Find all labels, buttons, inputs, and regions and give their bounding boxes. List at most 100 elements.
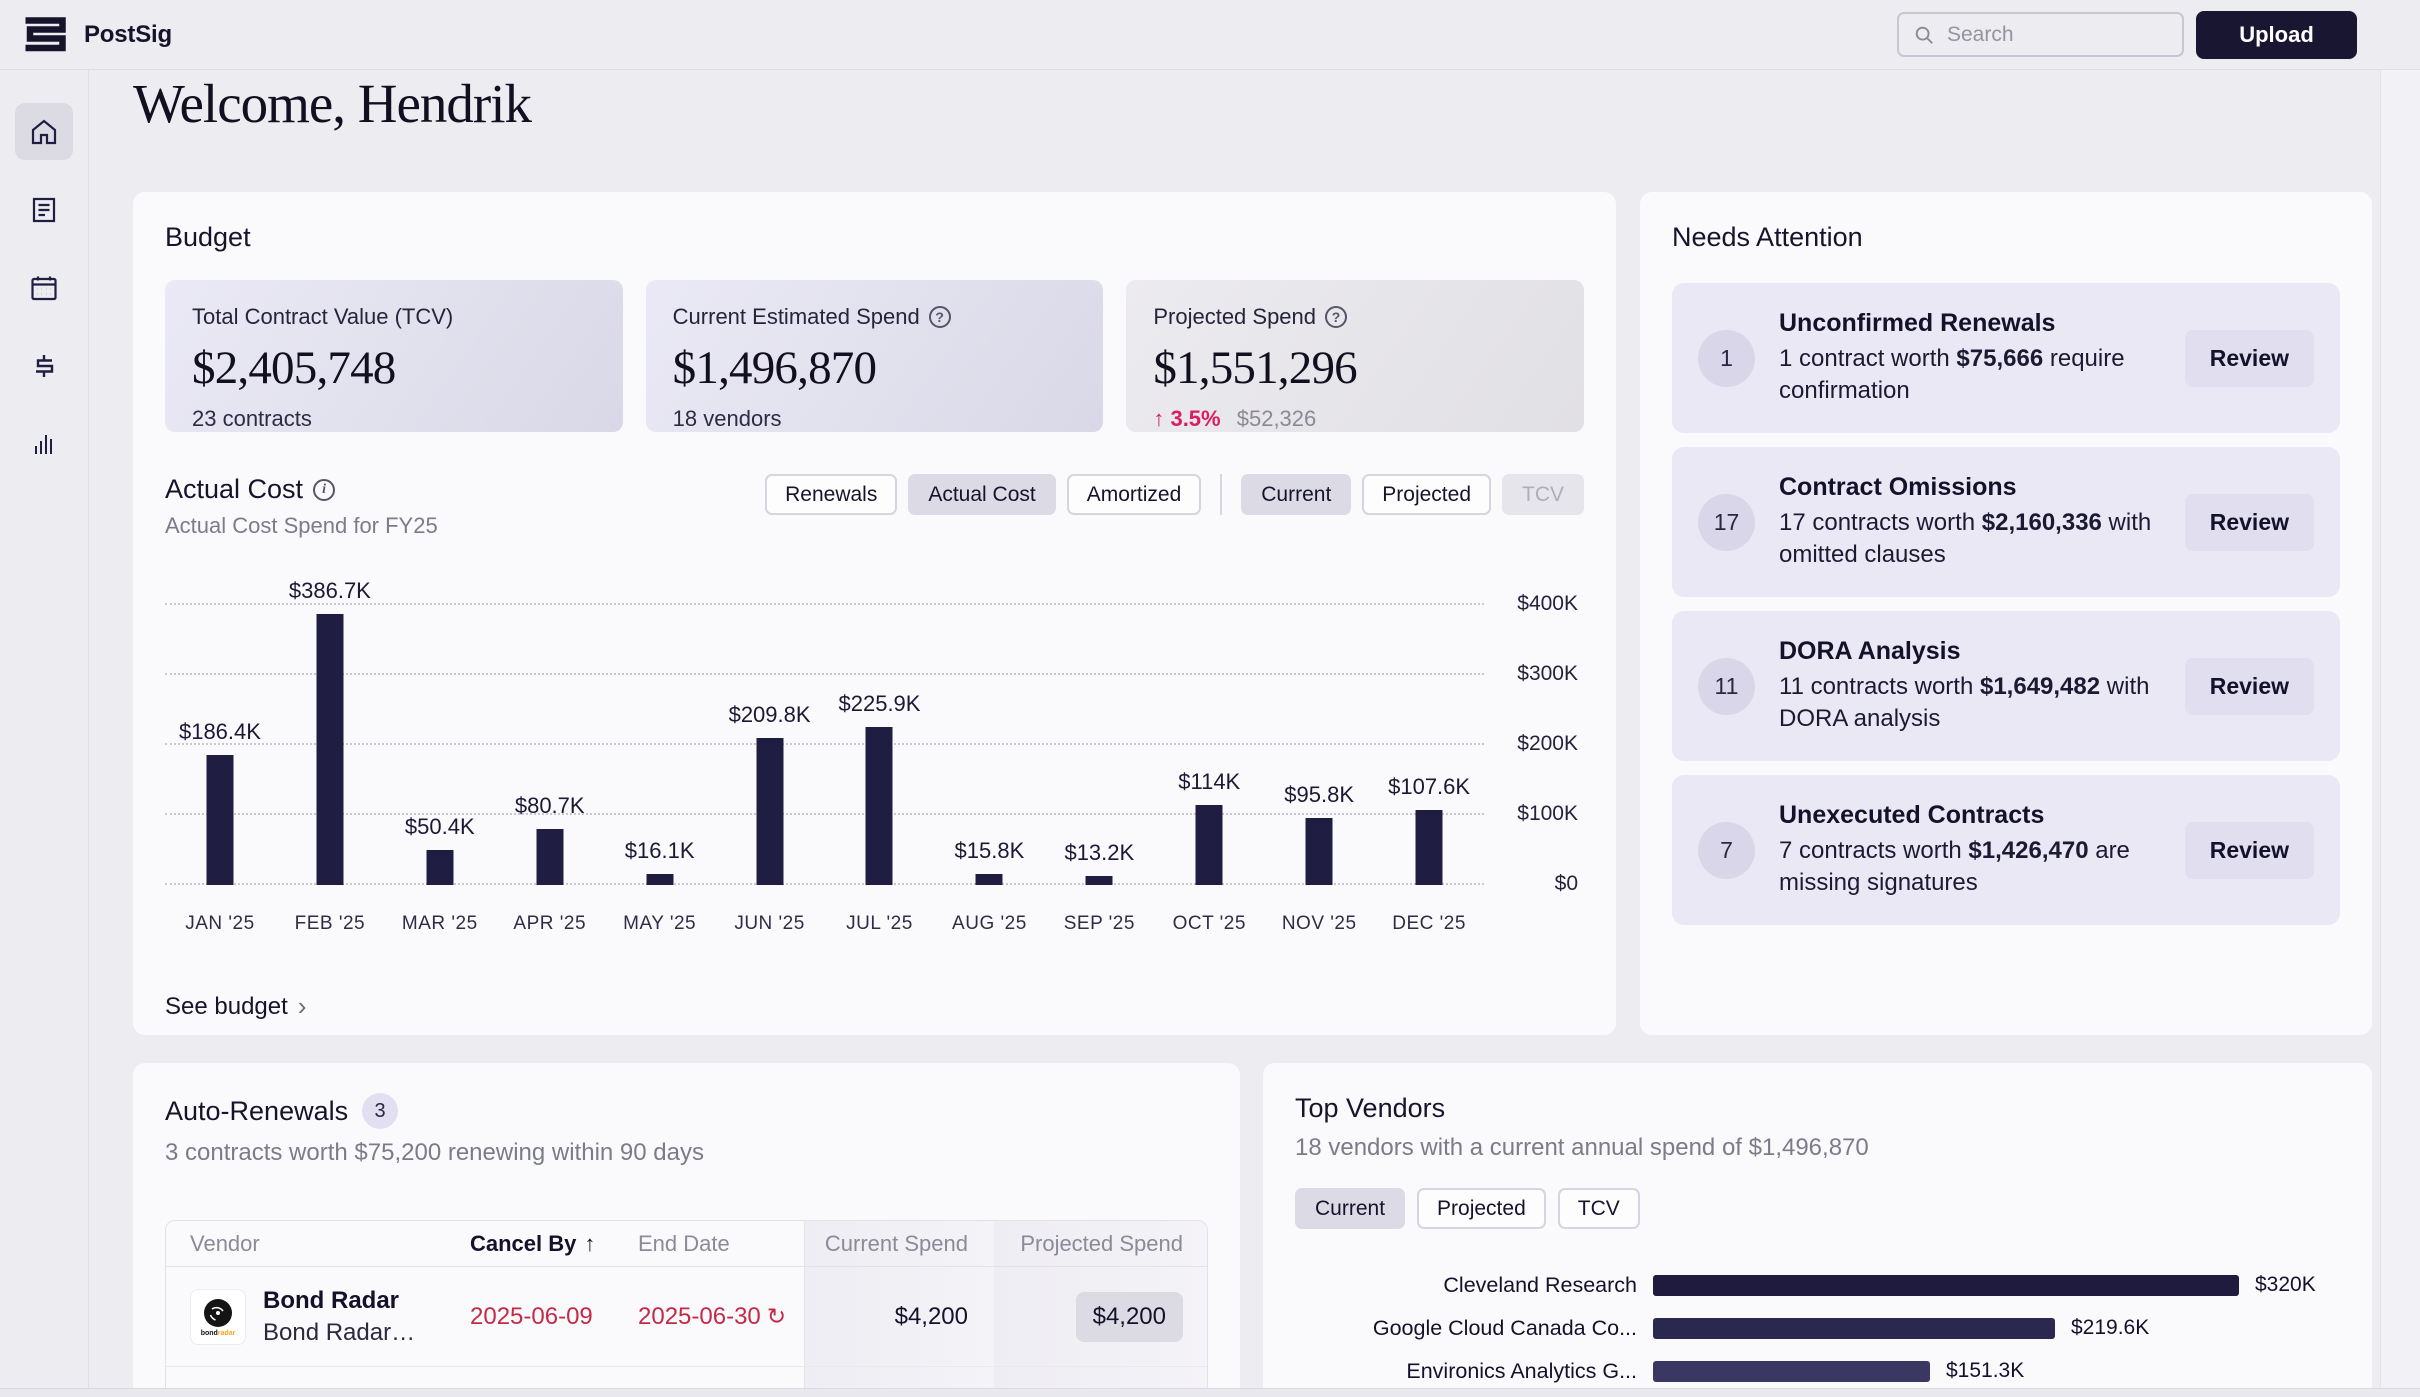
vendor-cell: bondradar Bond Radar Bond Radar… — [166, 1285, 456, 1347]
vendor-bar[interactable] — [1653, 1317, 2055, 1339]
info-circle-icon[interactable]: i — [313, 478, 336, 501]
chart-plot: $186.4K JAN '25 $386.7K FEB '25 $50.4K MAR '2… — [165, 573, 1484, 941]
chart-bar-group: $95.8K NOV '25 — [1264, 573, 1374, 941]
see-budget-link[interactable]: See budget › — [165, 991, 307, 1021]
needs-attention-title: Needs Attention — [1672, 222, 1863, 252]
needs-attention-list: 1 Unconfirmed Renewals 1 contract worth … — [1672, 283, 2340, 925]
column-cancel-by-sorted[interactable]: Cancel By ↑ — [470, 1230, 596, 1256]
toggle-current[interactable]: Current — [1241, 474, 1352, 515]
search-input[interactable] — [1947, 22, 2168, 47]
brand-title: PostSig — [84, 20, 172, 48]
end-date: 2025-06-30 ↻ — [638, 1302, 787, 1330]
chart-bar[interactable] — [1195, 805, 1223, 885]
stat-label: Projected Spend ? — [1153, 304, 1557, 330]
x-axis-label: JUL '25 — [846, 913, 913, 934]
sidebar-item-documents[interactable] — [15, 181, 73, 238]
bar-value-label: $95.8K — [1284, 782, 1355, 807]
attention-item-contract-omissions: 17 Contract Omissions 17 contracts worth… — [1672, 447, 2340, 597]
chart-bar-group: $107.6K DEC '25 — [1374, 573, 1484, 941]
toggle-projected[interactable]: Projected — [1417, 1188, 1546, 1229]
vendor-bar-label: Cleveland Research — [1443, 1272, 1637, 1297]
sidebar-item-calendar[interactable] — [15, 259, 73, 316]
bond-radar-logo-icon — [204, 1298, 232, 1327]
top-vendors-toggles: Current Projected TCV — [1295, 1188, 2340, 1229]
toggle-projected[interactable]: Projected — [1362, 474, 1491, 515]
chart-bar[interactable] — [646, 874, 674, 885]
chart-bar-group: $225.9K JUL '25 — [825, 573, 935, 941]
vendor-bar-value: $219.6K — [2071, 1316, 2150, 1339]
toggle-actual-cost[interactable]: Actual Cost — [908, 474, 1056, 515]
upload-button[interactable]: Upload — [2196, 10, 2357, 59]
chart-toggles: Renewals Actual Cost Amortized Current P… — [765, 474, 1584, 515]
vendor-bar-value: $320K — [2255, 1273, 2316, 1296]
x-axis-label: MAY '25 — [623, 913, 697, 934]
vertical-scrollbar-gutter[interactable] — [2380, 70, 2420, 1397]
chart-bar-group: $80.7K APR '25 — [495, 573, 605, 941]
sidebar-item-spend[interactable] — [15, 337, 73, 394]
current-spend-value: $4,200 — [804, 1267, 994, 1366]
auto-renew-icon: ↻ — [766, 1302, 787, 1329]
sidebar-item-analytics[interactable] — [15, 415, 73, 472]
vendor-bar[interactable] — [1653, 1360, 1930, 1382]
vendor-bar[interactable] — [1653, 1274, 2239, 1296]
table-row-bond-radar[interactable]: bondradar Bond Radar Bond Radar… 2025-06… — [166, 1267, 1207, 1367]
top-vendors-title: Top Vendors — [1295, 1093, 1446, 1123]
needs-attention-card: Needs Attention 1 Unconfirmed Renewals 1… — [1640, 192, 2372, 1035]
x-axis-label: DEC '25 — [1392, 913, 1466, 934]
column-vendor[interactable]: Vendor — [190, 1230, 260, 1256]
trend-up-value: ↑ 3.5% — [1153, 406, 1221, 431]
stat-total-contract-value: Total Contract Value (TCV) $2,405,748 23… — [165, 280, 623, 432]
column-end-date[interactable]: End Date — [638, 1230, 730, 1256]
chart-bar[interactable] — [1415, 810, 1443, 885]
chart-gridline — [165, 743, 1484, 745]
bar-value-label: $209.8K — [728, 702, 811, 727]
y-axis-tick-label: $200K — [1517, 732, 1578, 755]
review-button[interactable]: Review — [2184, 329, 2314, 387]
review-button[interactable]: Review — [2184, 821, 2314, 879]
search-box[interactable] — [1897, 12, 2184, 57]
review-button[interactable]: Review — [2184, 657, 2314, 715]
chart-bar[interactable] — [536, 829, 564, 885]
chart-bar-group: $386.7K FEB '25 — [275, 573, 385, 941]
x-axis-label: NOV '25 — [1281, 913, 1357, 934]
page-title: Welcome, Hendrik — [133, 73, 532, 134]
x-axis-label: SEP '25 — [1063, 913, 1135, 934]
y-axis-tick-label: $100K — [1517, 802, 1578, 825]
chart-gridline — [165, 883, 1484, 885]
column-current-spend[interactable]: Current Spend — [804, 1221, 994, 1266]
postsig-logo-icon — [25, 16, 66, 51]
attention-item-body: DORA Analysis 11 contracts worth $1,649,… — [1779, 636, 2150, 732]
chart-bar[interactable] — [756, 738, 784, 885]
help-circle-icon[interactable]: ? — [928, 306, 951, 328]
y-axis-tick-label: $400K — [1517, 592, 1578, 615]
review-button[interactable]: Review — [2184, 493, 2314, 551]
toggle-renewals[interactable]: Renewals — [765, 474, 898, 515]
help-circle-icon[interactable]: ? — [1325, 306, 1348, 328]
horizontal-scrollbar[interactable] — [0, 1388, 2420, 1397]
toggle-amortized[interactable]: Amortized — [1066, 474, 1202, 515]
toggle-current[interactable]: Current — [1295, 1188, 1406, 1229]
chart-bar[interactable] — [426, 850, 454, 885]
stat-label: Current Estimated Spend ? — [673, 304, 1077, 330]
chart-bar[interactable] — [975, 874, 1003, 885]
toggle-tcv[interactable]: TCV — [1557, 1188, 1640, 1229]
bar-value-label: $16.1K — [624, 838, 695, 863]
chart-bar[interactable] — [316, 614, 344, 885]
column-projected-spend[interactable]: Projected Spend — [994, 1221, 1207, 1266]
stat-sub: 18 vendors — [672, 406, 782, 431]
attention-item-body: Contract Omissions 17 contracts worth $2… — [1779, 472, 2152, 568]
bar-value-label: $13.2K — [1064, 840, 1135, 865]
bar-value-label: $80.7K — [514, 793, 585, 818]
top-vendors-card: Top Vendors 18 vendors with a current an… — [1263, 1063, 2372, 1397]
sidebar-item-home[interactable] — [15, 103, 73, 160]
stat-value: $1,496,870 — [672, 342, 877, 394]
chart-bar-group: $50.4K MAR '25 — [385, 573, 495, 941]
chart-bar[interactable] — [206, 755, 234, 885]
attention-item-dora-analysis: 11 DORA Analysis 11 contracts worth $1,6… — [1672, 611, 2340, 761]
chart-bar[interactable] — [1305, 818, 1333, 885]
chart-bar[interactable] — [1085, 876, 1113, 885]
chart-bar-group: $13.2K SEP '25 — [1044, 573, 1154, 941]
trend-amount: $52,326 — [1236, 406, 1317, 431]
chart-bar[interactable] — [865, 727, 893, 885]
